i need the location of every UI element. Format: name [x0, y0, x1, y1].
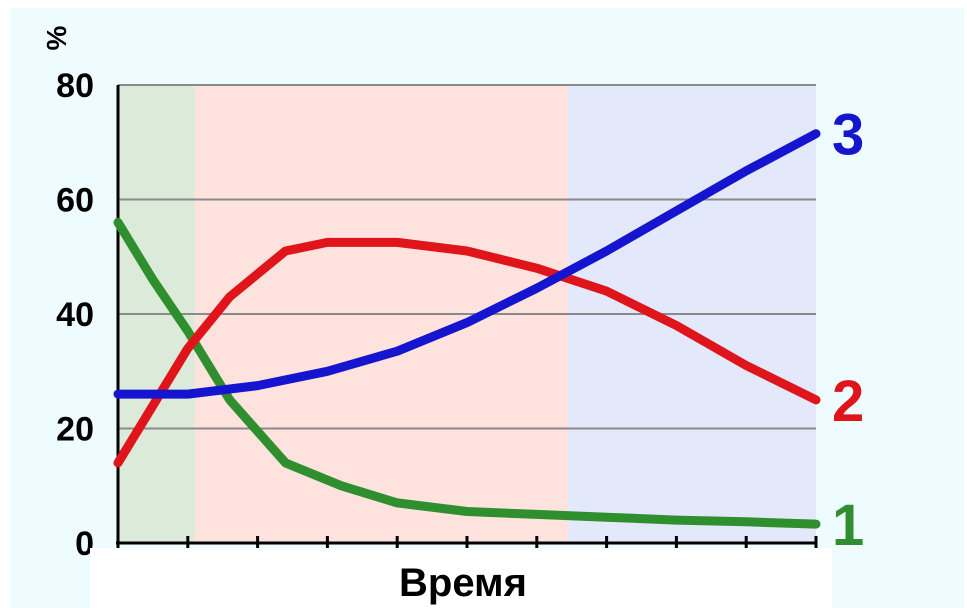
- y-tick-label-0: 0: [75, 525, 94, 563]
- series-1-label: 1: [832, 493, 864, 558]
- y-tick-label-60: 60: [56, 182, 94, 220]
- x-axis-label: Время: [399, 561, 527, 605]
- y-tick-label-20: 20: [56, 411, 94, 449]
- series-3-label: 3: [832, 103, 864, 168]
- xlabel-background: [90, 548, 832, 608]
- axis-labels: 0 20 40 60 80: [56, 67, 94, 563]
- series-2-label: 2: [832, 369, 864, 434]
- series-lines: 1 2 3: [113, 103, 864, 558]
- series-2-line: [113, 237, 821, 468]
- series-3-line: [113, 129, 821, 399]
- y-tick-label-40: 40: [56, 296, 94, 334]
- series-1-line: [113, 217, 821, 529]
- y-tick-label-80: 80: [56, 67, 94, 105]
- y-axis-unit-label: %: [41, 25, 72, 50]
